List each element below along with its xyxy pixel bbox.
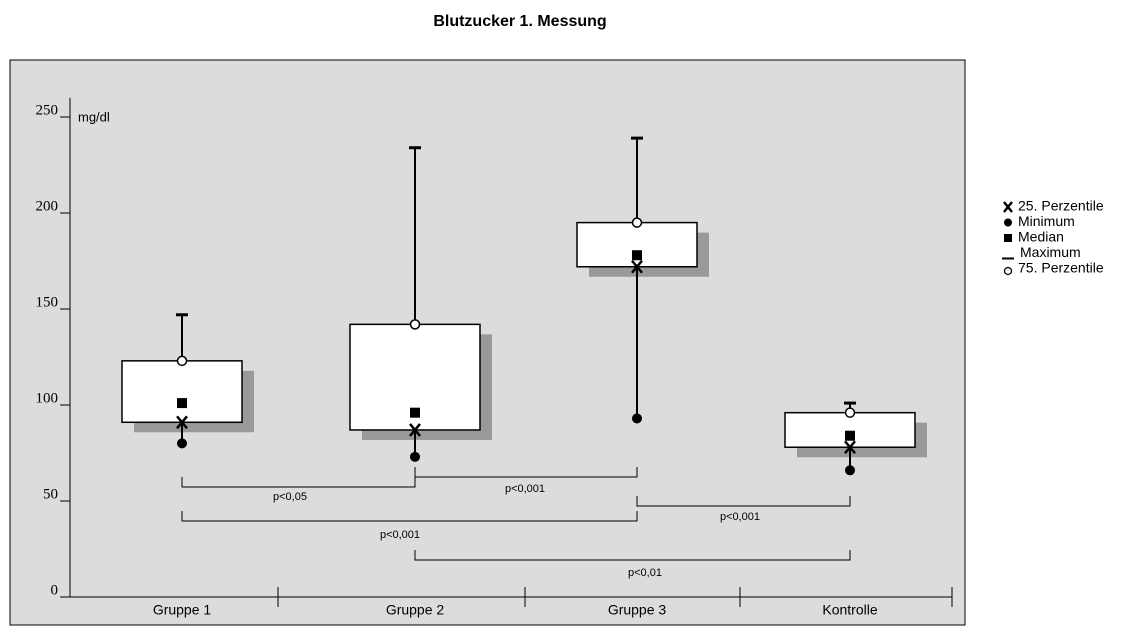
significance-bracket (181, 511, 638, 522)
legend-label: 25. Perzentile (1018, 198, 1104, 214)
y-tick-label: 150 (36, 294, 59, 310)
median (845, 430, 855, 441)
percentile-75 (844, 407, 856, 418)
x-tick-label: Gruppe 2 (386, 602, 445, 618)
legend-symbol (1003, 266, 1013, 276)
x-tick-label: Gruppe 1 (153, 602, 212, 618)
y-tick-label: 50 (43, 486, 58, 502)
significance-label: p<0,001 (380, 529, 420, 541)
minimum (177, 438, 187, 449)
minimum (410, 451, 420, 462)
legend-label: Maximum (1020, 244, 1081, 260)
x-tick-label: Kontrolle (822, 602, 877, 618)
percentile-25 (409, 423, 421, 437)
percentile-25 (844, 440, 856, 455)
significance-bracket (414, 467, 638, 478)
y-tick-label: 250 (36, 102, 59, 118)
legend-label: Median (1018, 229, 1064, 245)
significance-bracket (414, 550, 851, 561)
percentile-25 (631, 259, 643, 274)
significance-label: p<0,05 (273, 491, 307, 503)
legend-symbol (1004, 218, 1012, 227)
legend-symbol (1004, 234, 1012, 242)
minimum (845, 465, 855, 476)
median (632, 250, 642, 261)
significance-label: p<0,01 (628, 567, 662, 579)
percentile-75 (631, 217, 643, 228)
legend-label: Minimum (1018, 213, 1075, 229)
x-tick-label: Gruppe 3 (608, 602, 667, 618)
percentile-25 (176, 415, 188, 430)
percentile-75 (409, 319, 421, 330)
minimum (632, 413, 642, 424)
significance-label: p<0,001 (505, 483, 545, 495)
median (177, 398, 187, 409)
box (121, 360, 243, 424)
significance-label: p<0,001 (720, 511, 760, 523)
significance-bracket (636, 496, 851, 507)
y-tick-label: 200 (36, 198, 59, 214)
significance-bracket (181, 477, 416, 488)
percentile-75 (176, 355, 188, 367)
chart-title: Blutzucker 1. Messung (433, 13, 606, 30)
y-axis-label: mg/dl (78, 109, 110, 124)
legend-symbol (1003, 201, 1013, 213)
y-tick-label: 100 (36, 390, 59, 406)
y-tick-label: 0 (51, 582, 59, 598)
legend-label: 75. Perzentile (1018, 260, 1104, 276)
median (410, 407, 420, 418)
